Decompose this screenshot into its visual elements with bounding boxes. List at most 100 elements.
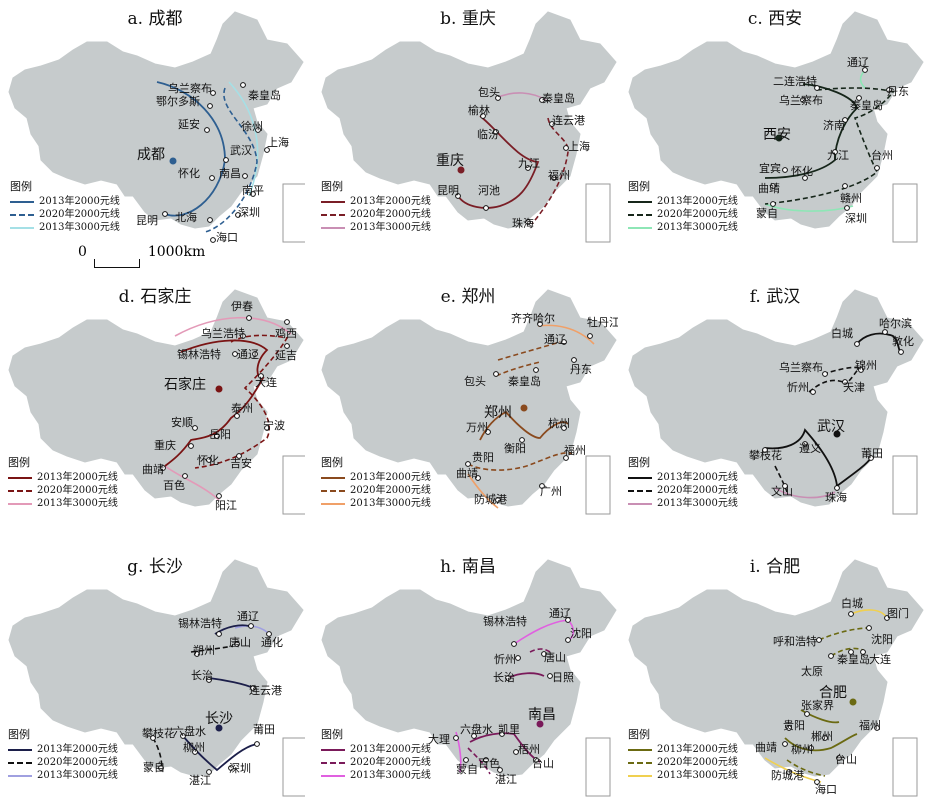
south-china-sea-inset bbox=[892, 455, 918, 515]
panel-title: h. 南昌 bbox=[440, 557, 496, 577]
legend-swatch bbox=[8, 502, 32, 505]
legend-swatch bbox=[8, 489, 32, 492]
city-label: 大连 bbox=[869, 653, 891, 666]
city-label: 乌兰察布 bbox=[168, 82, 212, 95]
city-label: 梧州 bbox=[518, 743, 540, 756]
city-label: 张家界 bbox=[801, 699, 834, 712]
center-dot bbox=[215, 385, 223, 393]
line-3000-2013-north bbox=[174, 316, 292, 337]
city-label: 白城 bbox=[841, 597, 863, 610]
legend-label: 2013年3000元线 bbox=[37, 770, 118, 781]
city-label: 台州 bbox=[871, 149, 893, 162]
city-label: 锡林浩特 bbox=[178, 617, 222, 630]
city-label: 遵义 bbox=[799, 442, 821, 455]
legend-title: 图例 bbox=[10, 180, 32, 193]
city-label: 鄂尔多斯 bbox=[156, 95, 200, 108]
city-label: 凯里 bbox=[498, 723, 520, 736]
center-city-label: 武汉 bbox=[817, 419, 845, 435]
legend-swatch bbox=[321, 476, 345, 479]
legend-label: 2013年2000元线 bbox=[657, 472, 738, 483]
city-label: 包头 bbox=[478, 86, 500, 99]
south-china-sea-inset bbox=[892, 737, 918, 797]
legend: 图例 2013年2000元线 2020年2000元线 2013年3000元线 bbox=[628, 728, 738, 782]
city-label: 郴州 bbox=[811, 730, 833, 743]
line-2000-2020 bbox=[194, 334, 289, 469]
line-2000-2020 bbox=[764, 87, 895, 205]
city-label: 河池 bbox=[478, 184, 500, 197]
center-city-label: 重庆 bbox=[436, 153, 464, 169]
legend-swatch bbox=[8, 748, 32, 751]
south-china-sea-inset bbox=[282, 183, 305, 243]
city-label: 通辽 bbox=[549, 607, 571, 620]
legend-label: 2013年3000元线 bbox=[39, 222, 120, 233]
city-label: 连云港 bbox=[552, 114, 585, 127]
city-label: 锡林浩特 bbox=[177, 348, 221, 361]
legend-swatch bbox=[321, 489, 345, 492]
legend-label: 2020年2000元线 bbox=[37, 485, 118, 496]
city-label: 连云港 bbox=[249, 684, 282, 697]
legend-swatch bbox=[628, 476, 652, 479]
city-label: 吉安 bbox=[230, 457, 252, 470]
city-label: 二连浩特 bbox=[773, 75, 817, 88]
legend-label: 2020年2000元线 bbox=[350, 209, 431, 220]
city-label: 丹东 bbox=[887, 85, 909, 98]
legend-label: 2020年2000元线 bbox=[39, 209, 120, 220]
legend-label: 2020年2000元线 bbox=[37, 757, 118, 768]
center-city-label: 南昌 bbox=[528, 707, 556, 723]
legend-swatch bbox=[8, 476, 32, 479]
china-map-e bbox=[321, 289, 617, 515]
center-dot bbox=[215, 724, 223, 732]
center-dot bbox=[169, 157, 177, 165]
city-label: 怀化 bbox=[791, 165, 813, 178]
line-2000-2013 bbox=[469, 672, 545, 763]
legend-label: 2013年3000元线 bbox=[37, 498, 118, 509]
city-label: 秦皇岛 bbox=[508, 375, 541, 388]
line-2000-2020 bbox=[531, 117, 569, 225]
legend-swatch bbox=[628, 226, 652, 229]
city-label: 六盘水 bbox=[173, 725, 206, 738]
city-label: 海口 bbox=[815, 783, 837, 796]
legend-swatch bbox=[10, 200, 34, 203]
city-label: 白城 bbox=[831, 327, 853, 340]
city-label: 昆明 bbox=[136, 214, 158, 227]
city-label: 攀枝花 bbox=[142, 727, 175, 740]
city-label: 宜宾 bbox=[759, 162, 781, 175]
south-china-sea-inset bbox=[282, 455, 305, 515]
line-3000-2013-south bbox=[164, 465, 220, 501]
panel-title: a. 成都 bbox=[127, 9, 183, 29]
scale-zero: 0 bbox=[78, 244, 87, 260]
city-label: 福州 bbox=[548, 169, 570, 182]
china-map-d bbox=[8, 289, 305, 515]
legend: 图例 2013年2000元线 2020年2000元线 2013年3000元线 bbox=[628, 456, 738, 510]
legend-label: 2013年3000元线 bbox=[657, 222, 738, 233]
city-label: 海口 bbox=[216, 231, 238, 244]
city-label: 榆林 bbox=[468, 104, 490, 117]
city-label: 上海 bbox=[568, 140, 590, 153]
south-china-sea-inset bbox=[585, 455, 611, 515]
legend-title: 图例 bbox=[8, 456, 30, 469]
center-dot bbox=[775, 134, 783, 142]
line-2000-2020 bbox=[152, 645, 234, 769]
city-label: 忻州 bbox=[494, 653, 516, 666]
center-city-label: 郑州 bbox=[484, 405, 512, 421]
city-label: 齐齐哈尔 bbox=[511, 312, 555, 325]
city-label: 乌兰察布 bbox=[779, 94, 823, 107]
legend-title: 图例 bbox=[321, 180, 343, 193]
city-label: 天津 bbox=[843, 381, 865, 394]
city-label: 珠海 bbox=[512, 217, 534, 230]
city-label: 怀化 bbox=[178, 167, 200, 180]
city-label: 伊春 bbox=[231, 300, 253, 313]
city-label: 曲靖 bbox=[755, 741, 777, 754]
city-label: 贵阳 bbox=[783, 719, 805, 732]
panel-g: g. 长沙 长沙 通辽 锡林浩特 通化 唐山 朔州 长治 连云港 攀枝花 六盘水… bbox=[5, 548, 305, 810]
line-2000-2013 bbox=[784, 709, 858, 752]
legend-label: 2013年2000元线 bbox=[37, 472, 118, 483]
panel-title: c. 西安 bbox=[747, 9, 803, 29]
china-map-g bbox=[8, 559, 305, 797]
center-city-label: 成都 bbox=[137, 147, 165, 163]
city-label: 图门 bbox=[887, 607, 909, 620]
panel-title: g. 长沙 bbox=[127, 557, 183, 577]
china-map-c bbox=[628, 11, 924, 243]
city-label: 安顺 bbox=[171, 416, 193, 429]
city-label: 秦皇岛 bbox=[248, 89, 281, 102]
